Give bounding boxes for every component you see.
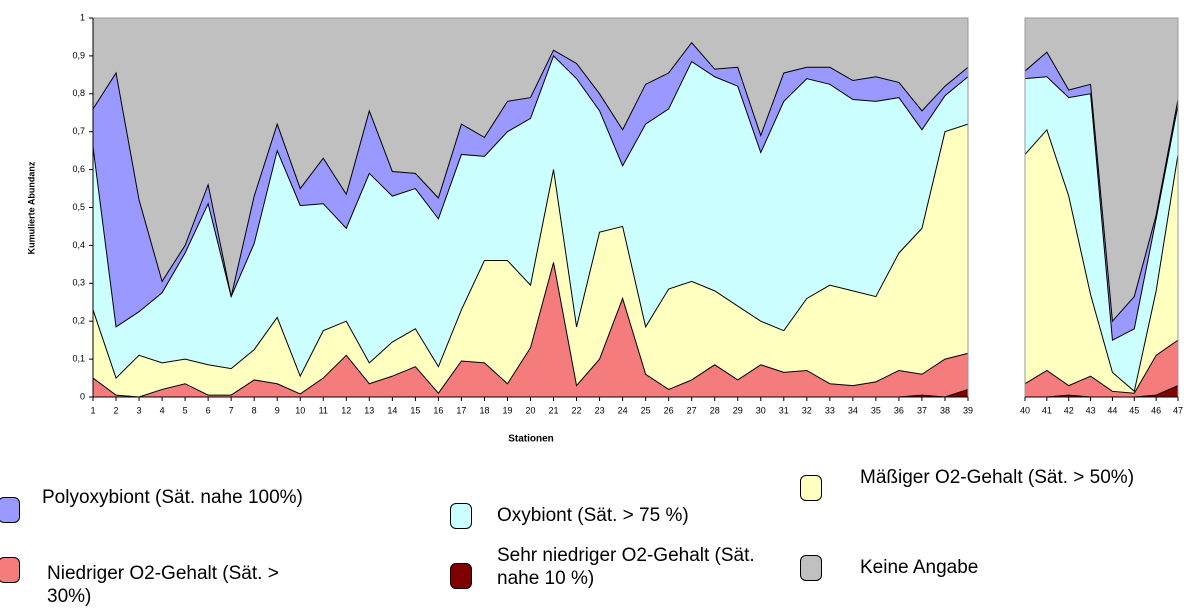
x-tick-label: 19 (502, 405, 512, 415)
x-tick-label: 22 (572, 405, 582, 415)
x-tick-label: 26 (664, 405, 674, 415)
x-tick-label: 45 (1129, 405, 1139, 415)
legend-swatch (0, 557, 20, 583)
area-segment (93, 124, 968, 398)
x-tick-label: 28 (710, 405, 720, 415)
legend-label: Mäßiger O2-Gehalt (Sät. > 50%) (860, 467, 1135, 488)
area-boundary (92, 123, 969, 379)
x-tick-label: 21 (549, 405, 559, 415)
area-boundary (92, 262, 969, 398)
legend-label: Polyoxybiont (Sät. nahe 100%) (42, 487, 303, 508)
x-tick-label: 43 (1086, 405, 1096, 415)
x-tick-label: 11 (319, 405, 328, 415)
area-boundary (92, 41, 969, 297)
area-boundary (1024, 128, 1179, 393)
area-boundary (1024, 339, 1179, 394)
x-tick-label: 41 (1042, 405, 1052, 415)
area-segment (93, 262, 968, 397)
x-tick-label: 23 (595, 405, 605, 415)
x-axis-label: Stationen (508, 434, 554, 445)
x-tick-label: 37 (917, 405, 927, 415)
x-tick-label: 7 (229, 405, 234, 415)
x-tick-label: 15 (410, 405, 420, 415)
x-tick-label: 9 (275, 405, 280, 415)
legend-swatch (800, 555, 822, 581)
legend-label: Keine Angabe (860, 557, 979, 578)
x-tick-label: 32 (802, 405, 812, 415)
y-tick-label: 0,4 (72, 240, 85, 250)
x-tick-label: 5 (183, 405, 188, 415)
x-tick-label: 24 (618, 405, 628, 415)
x-tick-label: 3 (137, 405, 142, 415)
x-tick-label: 47 (1173, 405, 1183, 415)
y-tick-label: 0 (80, 391, 85, 401)
y-tick-label: 0,8 (72, 88, 85, 98)
area-segment (93, 55, 968, 379)
x-tick-label: 14 (387, 405, 397, 415)
x-tick-label: 27 (687, 405, 697, 415)
x-tick-label: 1 (90, 405, 95, 415)
x-tick-label: 36 (894, 405, 904, 415)
legend-swatch (450, 503, 472, 529)
legend-swatch (800, 475, 822, 501)
x-tick-label: 13 (364, 405, 374, 415)
x-tick-label: 16 (433, 405, 443, 415)
area-segment (93, 42, 968, 327)
x-tick-label: 12 (341, 405, 351, 415)
area-segment (1025, 385, 1178, 397)
x-tick-label: 20 (525, 405, 535, 415)
x-tick-label: 6 (206, 405, 211, 415)
y-tick-label: 0,6 (72, 164, 85, 174)
area-boundary (1024, 76, 1179, 341)
x-tick-label: 31 (779, 405, 789, 415)
x-tick-label: 4 (160, 405, 165, 415)
area-boundary (1024, 51, 1179, 323)
x-tick-label: 42 (1064, 405, 1074, 415)
y-tick-label: 1 (80, 12, 85, 22)
x-tick-label: 2 (114, 405, 119, 415)
x-tick-label: 44 (1107, 405, 1117, 415)
x-tick-label: 17 (456, 405, 466, 415)
x-tick-label: 33 (825, 405, 835, 415)
x-tick-label: 35 (871, 405, 881, 415)
area-segment (1025, 340, 1178, 397)
legend-label: Sehr niedriger O2-Gehalt (Sät. nahe 10 %… (497, 545, 755, 589)
x-tick-label: 8 (252, 405, 257, 415)
y-tick-label: 0,7 (72, 126, 85, 136)
x-tick-label: 25 (641, 405, 651, 415)
legend-label: Niedriger O2-Gehalt (Sät. > 30%) (47, 563, 279, 607)
legend-swatch (0, 497, 20, 523)
y-tick-label: 0,9 (72, 50, 85, 60)
y-axis-label: Kumulierte Abundanz (26, 161, 36, 254)
area-segment (1025, 129, 1178, 394)
y-tick-label: 0,1 (72, 353, 85, 363)
y-tick-label: 0,5 (72, 202, 85, 212)
x-tick-label: 34 (848, 405, 858, 415)
y-tick-label: 0,2 (72, 316, 85, 326)
x-tick-label: 46 (1151, 405, 1161, 415)
legend-swatch (450, 563, 472, 589)
x-tick-label: 38 (940, 405, 950, 415)
y-tick-label: 0,3 (72, 278, 85, 288)
x-tick-label: 18 (479, 405, 489, 415)
x-tick-label: 39 (963, 405, 973, 415)
area-boundary (92, 54, 969, 328)
area-segment (1025, 18, 1178, 322)
legend-label: Oxybiont (Sät. > 75 %) (497, 505, 689, 526)
x-tick-label: 29 (733, 405, 743, 415)
area-segment (1025, 76, 1178, 392)
area-segment (93, 18, 968, 297)
x-tick-label: 10 (295, 405, 305, 415)
x-tick-label: 40 (1020, 405, 1030, 415)
x-tick-label: 30 (756, 405, 766, 415)
